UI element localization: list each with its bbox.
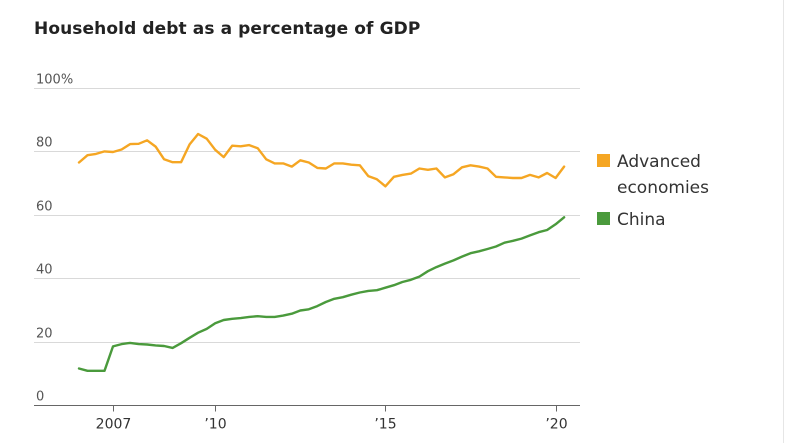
series-lines [77, 132, 566, 372]
legend-swatch [597, 154, 610, 167]
x-tick-label: ’10 [204, 417, 226, 433]
gridlines [34, 88, 580, 343]
y-tick-label: 0 [36, 390, 44, 405]
x-axis: 2007 ’10 ’15 ’20 [34, 405, 580, 433]
y-tick-label: 80 [36, 136, 53, 151]
legend-swatch [597, 212, 610, 225]
x-tick-label: ’20 [545, 417, 567, 433]
y-tick-label: 20 [36, 327, 53, 342]
y-tick-label: 60 [36, 200, 53, 215]
y-tick-label: 40 [36, 263, 53, 278]
legend-label: economies [617, 178, 709, 198]
x-tick-label: 2007 [96, 417, 132, 433]
series-line-0 [77, 132, 566, 188]
legend-label: China [617, 210, 666, 230]
chart-title: Household debt as a percentage of GDP [34, 19, 421, 39]
legend: Advanced economies China [597, 152, 709, 230]
panel-divider [783, 0, 784, 443]
x-tick-label: ’15 [374, 417, 396, 433]
legend-label: Advanced [617, 152, 701, 172]
y-tick-label: 100% [36, 73, 73, 88]
series-line-1 [77, 216, 566, 372]
y-axis-tick-labels: 0 20 40 60 80 100% [36, 73, 73, 405]
